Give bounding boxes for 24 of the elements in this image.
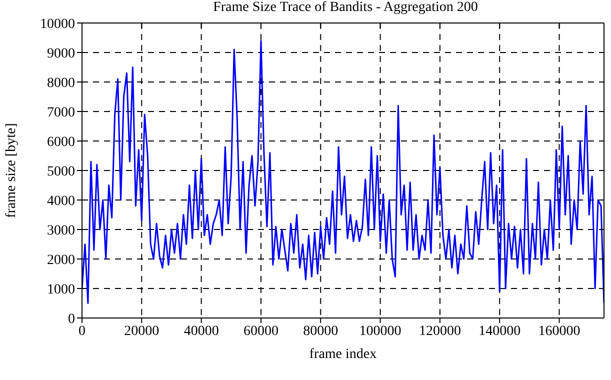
x-tick-label: 160000 xyxy=(538,324,580,339)
y-tick-label: 2000 xyxy=(47,252,75,268)
y-tick-label: 0 xyxy=(68,312,75,327)
x-tick-label: 20000 xyxy=(124,324,160,339)
x-tick-label: 100000 xyxy=(359,324,402,339)
x-axis-title: frame index xyxy=(309,347,377,362)
y-tick-label: 8000 xyxy=(47,76,75,91)
line-series xyxy=(82,40,604,304)
y-tick-label: 4000 xyxy=(47,194,75,209)
y-tick-label: 5000 xyxy=(47,164,75,180)
x-tick-label: 80000 xyxy=(303,324,338,339)
x-tick-label: 120000 xyxy=(418,324,461,339)
y-axis-title: frame size [byte] xyxy=(4,123,19,218)
y-tick-label: 7000 xyxy=(47,105,75,120)
y-tick-label: 10000 xyxy=(40,16,75,32)
x-tick-label: 140000 xyxy=(478,324,521,339)
y-tick-label: 1000 xyxy=(47,282,75,298)
x-tick-label: 0 xyxy=(78,324,86,339)
chart-title: Frame Size Trace of Bandits - Aggregation 200 xyxy=(212,0,479,17)
x-tick-label: 40000 xyxy=(184,324,219,339)
y-tick-label: 6000 xyxy=(47,134,75,150)
y-tick-label: 3000 xyxy=(47,223,75,238)
y-tick-label: 9000 xyxy=(47,46,75,62)
x-tick-label: 60000 xyxy=(243,324,278,339)
